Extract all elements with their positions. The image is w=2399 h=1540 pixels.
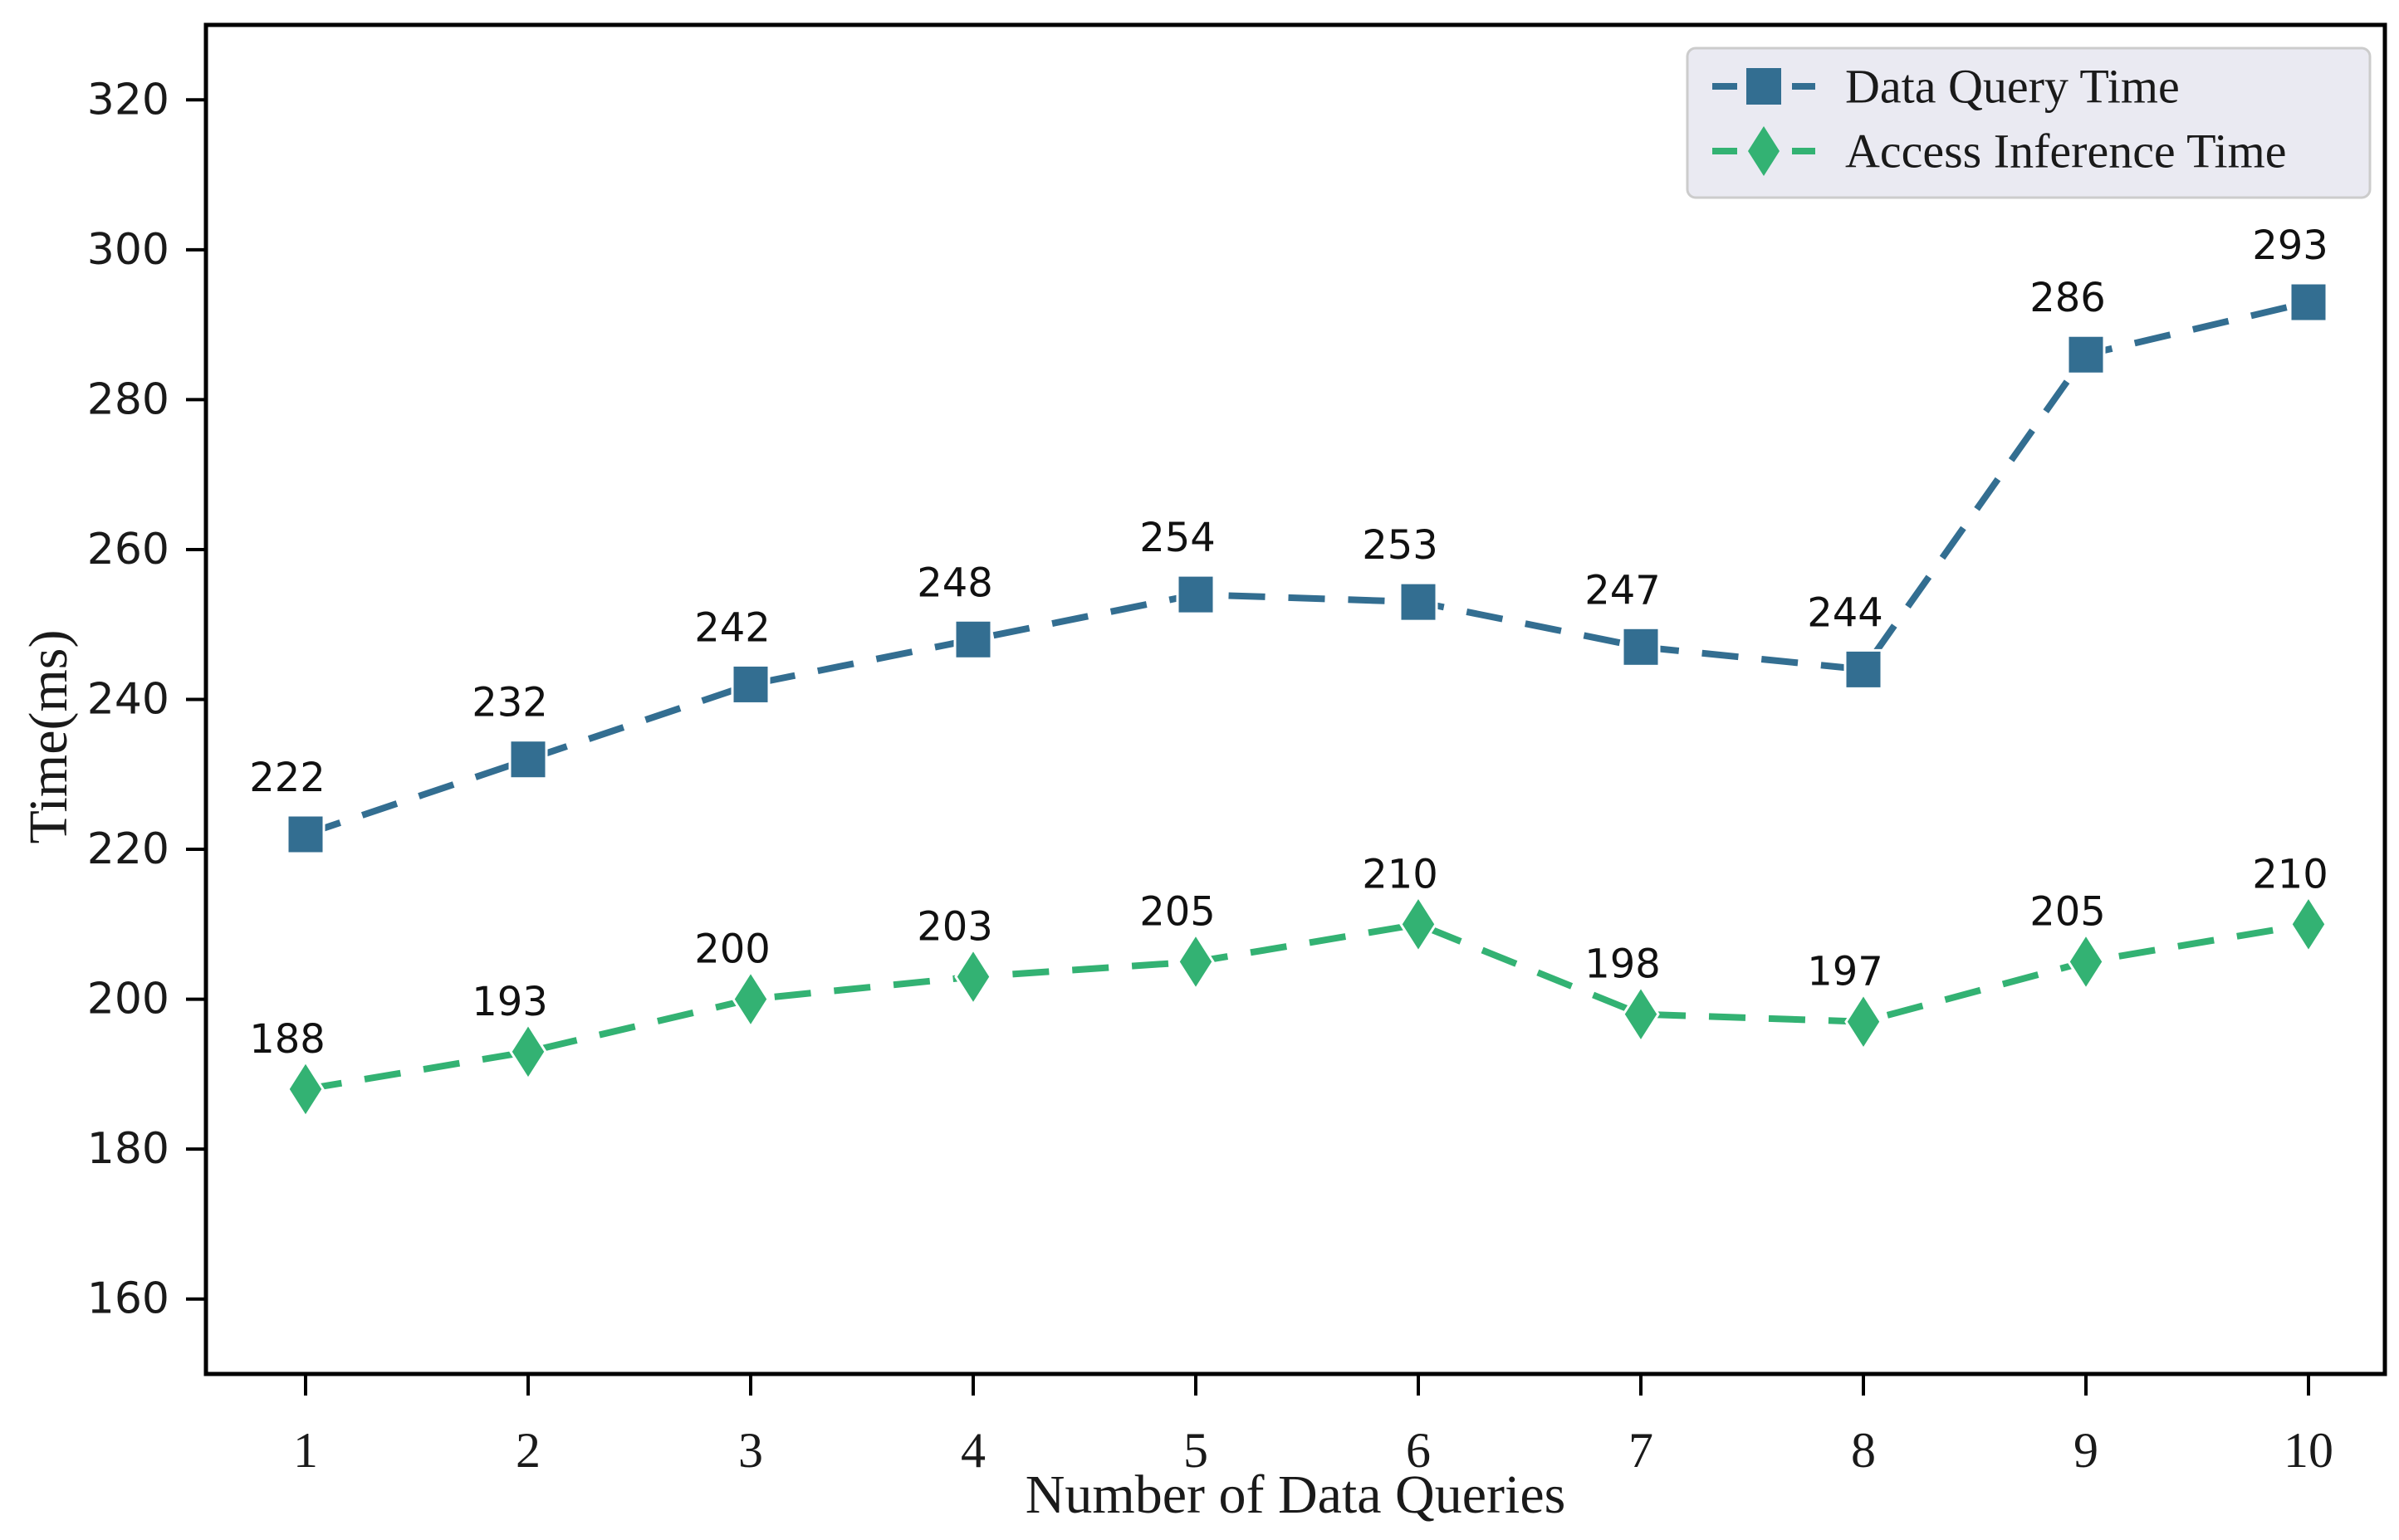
y-axis-title: Time(ms) xyxy=(18,630,79,844)
x-tick-label: 5 xyxy=(1183,1423,1208,1478)
data-label: 286 xyxy=(2029,275,2106,321)
marker-square xyxy=(286,814,326,855)
x-tick-label: 9 xyxy=(2073,1423,2098,1478)
data-label: 253 xyxy=(1362,522,1438,569)
x-tick-label: 7 xyxy=(1628,1423,1653,1478)
data-label: 293 xyxy=(2252,222,2328,269)
data-label: 222 xyxy=(249,755,326,801)
y-tick-label: 280 xyxy=(87,374,169,424)
y-tick-label: 300 xyxy=(87,225,169,275)
data-label: 188 xyxy=(249,1016,326,1063)
legend-marker-square xyxy=(1746,68,1781,105)
legend-entry: Data Query Time xyxy=(1712,60,2180,114)
marker-diamond xyxy=(732,969,770,1029)
axes: 160 180 200 220 240 260 280 300 320 1 2 3 4 5 6 7 8 9 10 Nu… xyxy=(18,75,2333,1525)
legend-marker-diamond xyxy=(1748,126,1780,176)
series-data-query-time: 222 232 242 248 254 253 247 244 286 293 xyxy=(249,222,2328,855)
data-label: 247 xyxy=(1584,567,1661,614)
y-tick-label: 320 xyxy=(87,75,169,125)
marker-diamond xyxy=(509,1022,547,1082)
marker-square xyxy=(953,618,993,660)
data-label: 200 xyxy=(694,926,771,973)
x-tick-label: 6 xyxy=(1406,1423,1431,1478)
data-label: 205 xyxy=(2029,888,2106,935)
y-tick-label: 160 xyxy=(87,1274,169,1324)
marker-square xyxy=(1176,574,1216,615)
data-label: 248 xyxy=(917,560,993,606)
data-label: 210 xyxy=(1362,851,1438,897)
marker-diamond xyxy=(286,1059,325,1119)
y-tick-label: 240 xyxy=(87,675,169,725)
marker-square xyxy=(1621,626,1661,667)
x-tick-label: 4 xyxy=(961,1423,986,1478)
series-line xyxy=(305,921,2309,1093)
data-label: 232 xyxy=(472,680,548,726)
marker-diamond xyxy=(2067,931,2105,992)
data-label: 205 xyxy=(1139,888,1216,935)
marker-square xyxy=(1843,648,1883,690)
data-label: 210 xyxy=(2252,851,2328,897)
marker-diamond xyxy=(2289,894,2328,955)
y-tick-label: 260 xyxy=(87,525,169,574)
x-tick-label: 10 xyxy=(2284,1423,2333,1478)
series-access-inference-time: 188 193 200 203 205 210 198 197 205 210 xyxy=(249,851,2328,1119)
x-tick-label: 8 xyxy=(1851,1423,1876,1478)
legend: Data Query Time Access Inference Time xyxy=(1686,46,2372,199)
marker-square xyxy=(2066,334,2106,375)
series-line xyxy=(304,299,2309,838)
x-axis: 1 2 3 4 5 6 7 8 9 10 xyxy=(293,1374,2333,1478)
y-tick-label: 220 xyxy=(87,824,169,874)
legend-label: Access Inference Time xyxy=(1845,125,2287,178)
marker-square xyxy=(2289,281,2328,323)
data-label: 242 xyxy=(694,604,771,651)
x-tick-label: 1 xyxy=(293,1423,318,1478)
marker-diamond xyxy=(1177,931,1215,992)
data-label: 197 xyxy=(1807,949,1883,995)
legend-box xyxy=(1686,46,2372,199)
marker-square xyxy=(1398,581,1438,623)
x-tick-label: 2 xyxy=(516,1423,541,1478)
legend-entry: Access Inference Time xyxy=(1712,125,2287,178)
x-axis-title: Number of Data Queries xyxy=(1026,1464,1566,1525)
marker-diamond xyxy=(1844,991,1882,1052)
marker-diamond xyxy=(1622,984,1660,1044)
y-tick-label: 200 xyxy=(87,975,169,1024)
marker-diamond xyxy=(954,946,992,1007)
data-label: 244 xyxy=(1807,589,1883,636)
y-axis: 160 180 200 220 240 260 280 300 320 xyxy=(87,75,206,1324)
data-label: 254 xyxy=(1139,515,1216,561)
x-tick-label: 3 xyxy=(738,1423,763,1478)
y-tick-label: 180 xyxy=(87,1124,169,1174)
data-label: 198 xyxy=(1584,941,1661,988)
marker-square xyxy=(731,663,771,705)
plot-border xyxy=(203,22,2387,1376)
legend-label: Data Query Time xyxy=(1845,60,2180,114)
marker-diamond xyxy=(1399,894,1437,955)
data-label: 193 xyxy=(472,979,548,1025)
marker-square xyxy=(508,739,548,780)
data-label: 203 xyxy=(917,904,993,951)
